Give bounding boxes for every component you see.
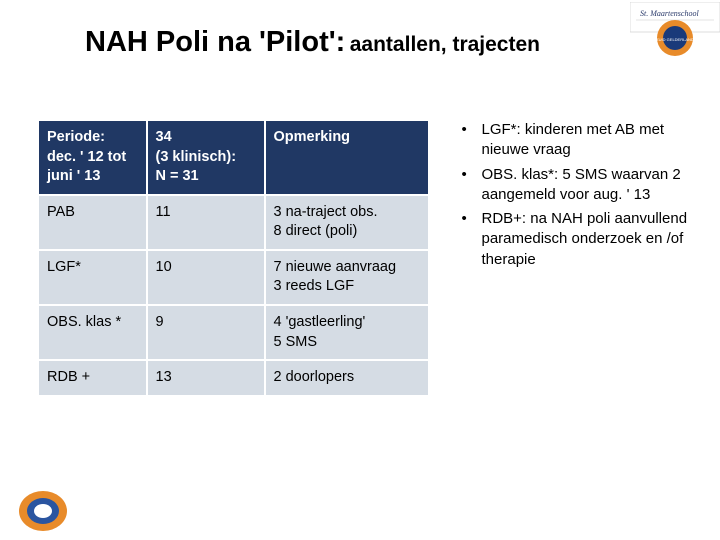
table-cell: 3 na-traject obs.8 direct (poli) (265, 195, 429, 250)
table-row: LGF*107 nieuwe aanvraag3 reeds LGF (39, 250, 429, 305)
data-table: Periode:dec. ' 12 totjuni ' 13 34(3 klin… (38, 120, 430, 396)
title-main: NAH Poli na 'Pilot': (85, 26, 345, 58)
table-row: RDB +132 doorlopers (39, 360, 429, 395)
table-cell: 10 (147, 250, 265, 305)
logo-text: St. Maartenschool (640, 9, 699, 18)
table-row: OBS. klas *94 'gastleerling'5 SMS (39, 305, 429, 360)
table-cell: RDB + (39, 360, 147, 395)
title-sub: aantallen, trajecten (350, 33, 540, 56)
th-count: 34(3 klinisch):N = 31 (147, 121, 265, 195)
table-cell: 9 (147, 305, 265, 360)
table-cell: 4 'gastleerling'5 SMS (265, 305, 429, 360)
table-cell: 13 (147, 360, 265, 395)
bullet-list: LGF*: kinderen met AB met nieuwe vraagOB… (448, 120, 701, 270)
table-cell: 2 doorlopers (265, 360, 429, 395)
table-body: PAB113 na-traject obs.8 direct (poli)LGF… (39, 195, 429, 395)
table-cell: PAB (39, 195, 147, 250)
table-cell: 7 nieuwe aanvraag3 reeds LGF (265, 250, 429, 305)
bullet-item: RDB+: na NAH poli aanvullend paramedisch… (448, 209, 701, 270)
content-area: Periode:dec. ' 12 totjuni ' 13 34(3 klin… (38, 120, 700, 396)
table-cell: LGF* (39, 250, 147, 305)
th-period: Periode:dec. ' 12 totjuni ' 13 (39, 121, 147, 195)
table-cell: OBS. klas * (39, 305, 147, 360)
table-cell: 11 (147, 195, 265, 250)
th-remark: Opmerking (265, 121, 429, 195)
svg-text:ZUID GELDERLAND: ZUID GELDERLAND (656, 37, 694, 42)
bullet-item: OBS. klas*: 5 SMS waarvan 2 aangemeld vo… (448, 165, 701, 206)
slide-title: NAH Poli na 'Pilot': aantallen, trajecte… (85, 26, 540, 59)
bullet-notes: LGF*: kinderen met AB met nieuwe vraagOB… (448, 120, 701, 396)
table-header-row: Periode:dec. ' 12 totjuni ' 13 34(3 klin… (39, 121, 429, 195)
logo-bottom-left (8, 489, 78, 534)
bullet-item: LGF*: kinderen met AB met nieuwe vraag (448, 120, 701, 161)
logo-top-right: St. Maartenschool ZUID GELDERLAND (630, 2, 720, 60)
table-row: PAB113 na-traject obs.8 direct (poli) (39, 195, 429, 250)
